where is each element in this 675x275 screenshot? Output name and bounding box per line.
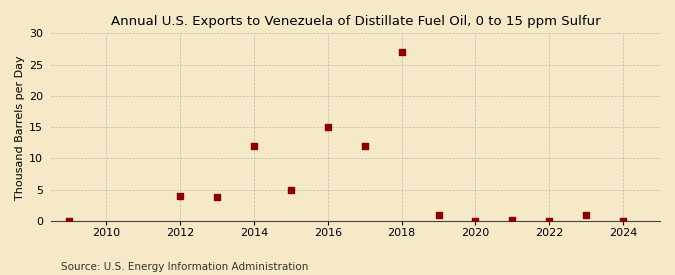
Point <box>359 144 370 148</box>
Point <box>248 144 259 148</box>
Point <box>175 194 186 198</box>
Point <box>396 50 407 54</box>
Y-axis label: Thousand Barrels per Day: Thousand Barrels per Day <box>15 55 25 199</box>
Point <box>544 219 555 223</box>
Point <box>618 219 628 223</box>
Point <box>433 213 444 217</box>
Point <box>507 218 518 222</box>
Point <box>286 188 296 192</box>
Title: Annual U.S. Exports to Venezuela of Distillate Fuel Oil, 0 to 15 ppm Sulfur: Annual U.S. Exports to Venezuela of Dist… <box>111 15 600 28</box>
Text: Source: U.S. Energy Information Administration: Source: U.S. Energy Information Administ… <box>61 262 308 272</box>
Point <box>470 219 481 223</box>
Point <box>580 213 591 217</box>
Point <box>212 195 223 199</box>
Point <box>64 219 75 223</box>
Point <box>323 125 333 130</box>
